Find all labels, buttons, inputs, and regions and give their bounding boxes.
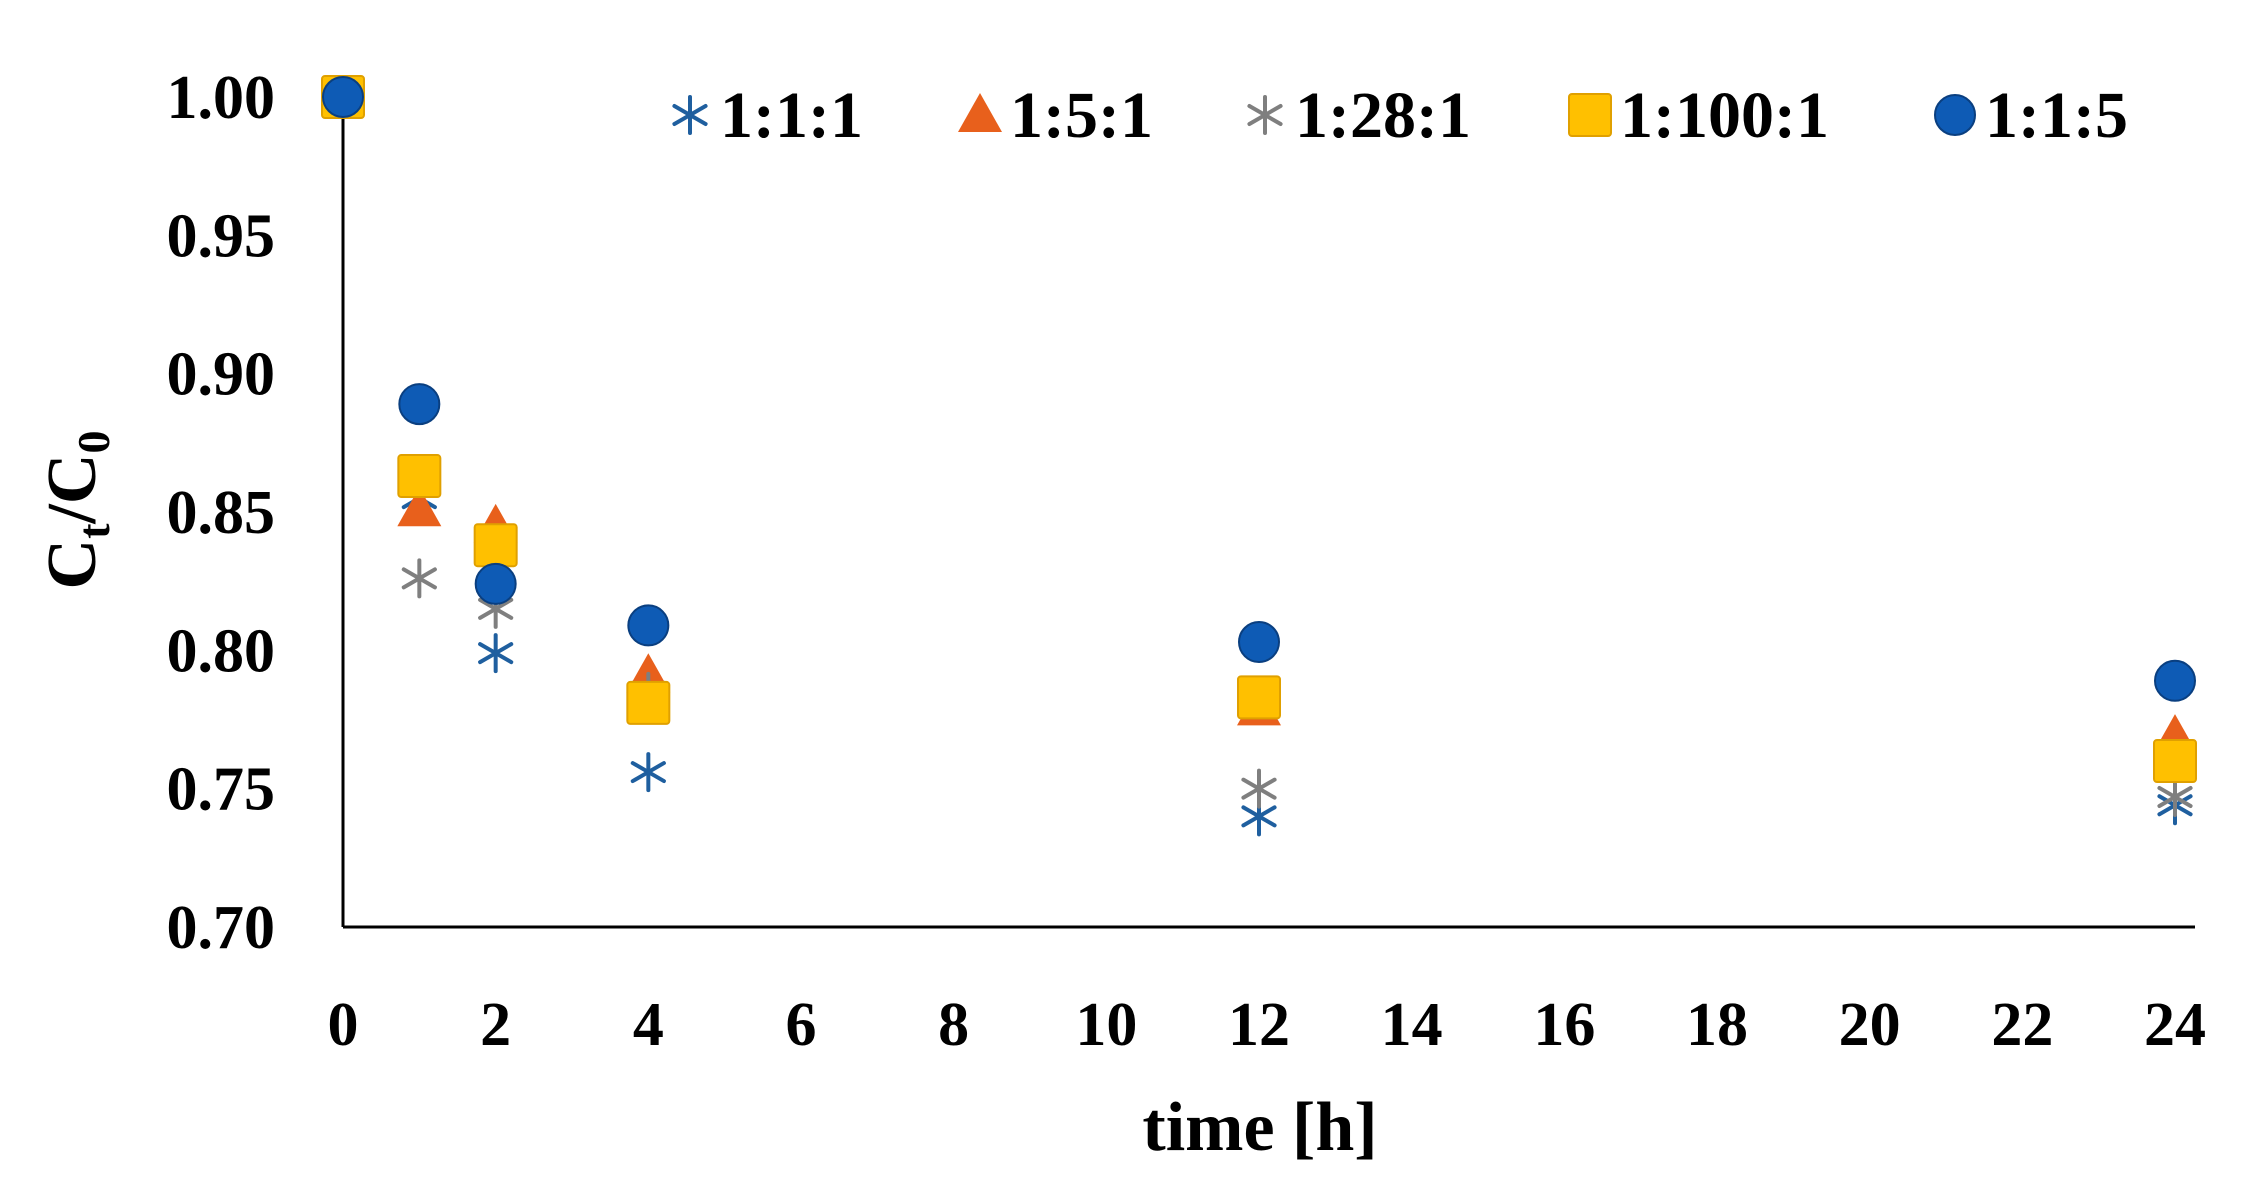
legend-marker [1934,94,1976,136]
data-point [401,558,437,599]
data-point [473,523,518,568]
data-point [1237,675,1281,720]
data-point [1241,768,1277,809]
x-tick-label: 8 [938,991,969,1059]
data-point [478,633,514,674]
axes [341,87,2195,929]
y-axis-title-text: Ct/C0 [34,431,119,590]
legend-label: 1:1:5 [1985,79,2128,152]
data-point [322,76,364,118]
y-tick-label: 1.00 [167,64,276,132]
legend-label: 1:28:1 [1295,79,1471,152]
data-point [397,454,442,499]
data-point [2157,776,2193,817]
data-point [2153,739,2197,783]
x-tick-label: 14 [1381,991,1443,1059]
legend-item: 1:28:1 [1247,79,1471,152]
legend-marker [1247,95,1283,135]
x-tick-label: 4 [633,991,664,1059]
y-tick-label: 0.70 [167,894,276,962]
data-point [397,487,442,527]
x-tick-label: 2 [480,991,511,1059]
tick-labels: 0 2 4 6 8 10 12 14 16 18 20 22 240.700.750.800.850.9… [167,64,2207,1059]
x-tick-label: 12 [1228,991,1290,1059]
legend-item: 1:100:1 [1568,79,1829,152]
x-tick-label: 16 [1533,991,1595,1059]
legend-marker [1568,93,1612,137]
x-tick-label: 22 [1991,991,2053,1059]
series-4 [322,76,2196,702]
x-tick-label: 10 [1075,991,1137,1059]
legend-label: 1:5:1 [1010,79,1153,152]
legend-label: 1:1:1 [720,79,863,152]
series-3 [321,75,2197,783]
data-point [1238,621,1280,664]
legend-item: 1:5:1 [958,79,1153,152]
x-axis-title: time [h] [1142,1089,1377,1166]
y-tick-label: 0.90 [167,341,276,409]
x-tick-label: 18 [1686,991,1748,1059]
y-tick-label: 0.85 [167,479,276,547]
legend-label: 1:100:1 [1620,79,1829,152]
data-point [627,604,670,647]
y-tick-label: 0.75 [167,756,276,824]
x-tick-label: 20 [1839,991,1901,1059]
x-tick-label: 6 [786,991,817,1059]
x-tick-label: 0 [328,991,359,1059]
legend-item: 1:1:5 [1934,79,2128,152]
data-points [321,75,2197,837]
data-point [630,752,666,793]
data-point [398,383,441,426]
data-point [626,680,671,725]
legend: 1:1:1 1:5:1 1:28:1 1:100:1 1:1:5 [672,79,2128,152]
y-axis-title: Ct/C0 [34,431,119,590]
legend-marker [672,95,708,135]
x-tick-label: 24 [2144,991,2206,1059]
legend-item: 1:1:1 [672,79,863,152]
y-tick-label: 0.80 [167,617,276,685]
data-point [474,562,517,605]
data-point [2154,659,2196,702]
legend-marker [958,93,1002,132]
y-tick-label: 0.95 [167,202,276,270]
